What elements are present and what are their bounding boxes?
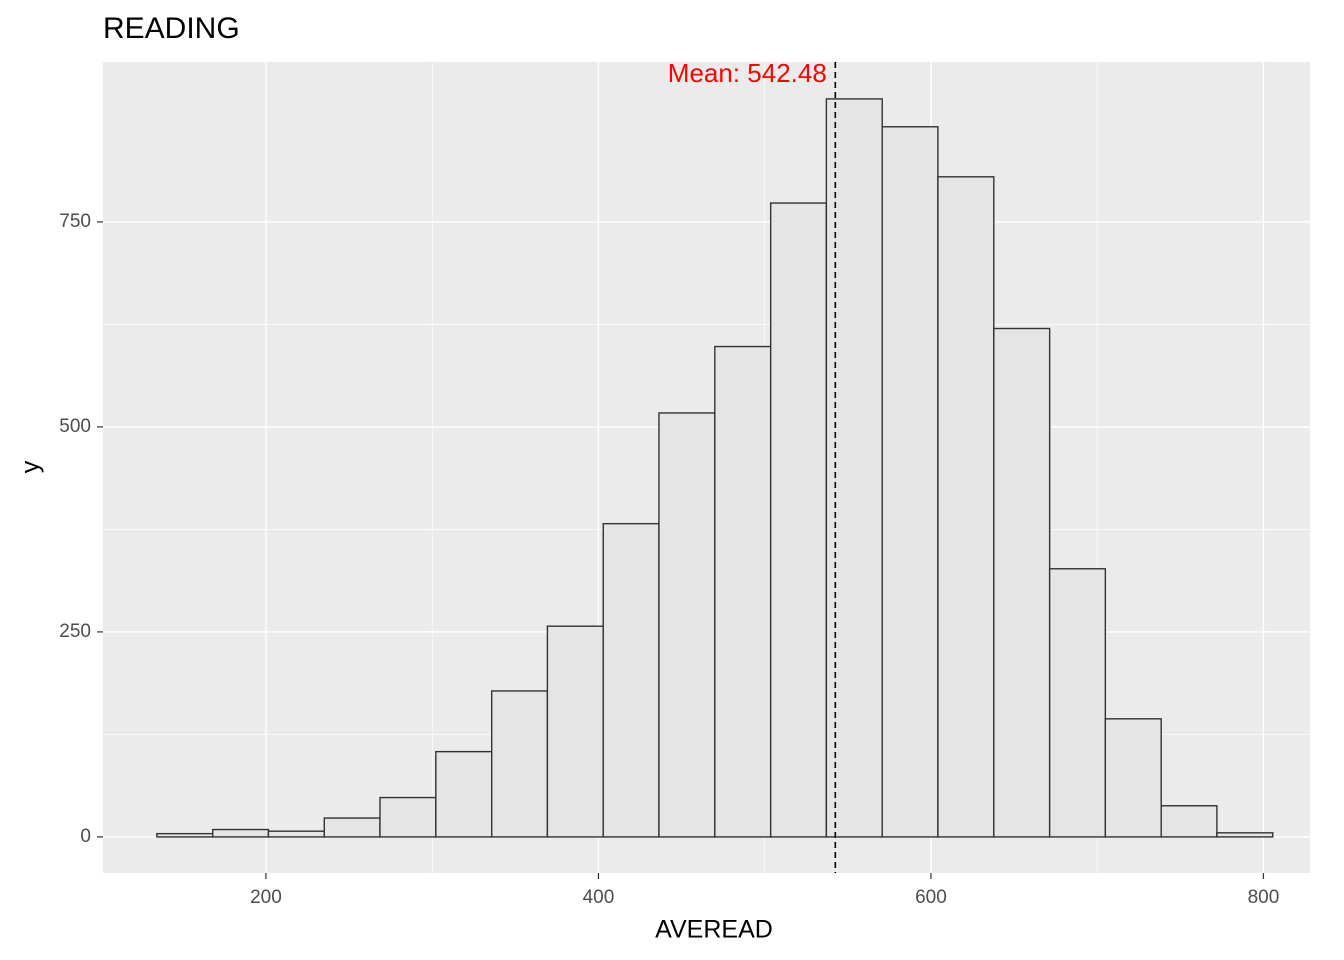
bar [1216, 832, 1274, 838]
y-tick-label: 750 [59, 211, 91, 232]
bar [993, 327, 1051, 838]
bar [267, 830, 325, 838]
bar [323, 817, 381, 838]
bar [156, 832, 214, 838]
y-tick-label: 0 [80, 826, 91, 847]
mean-annotation: Mean: 542.48 [668, 58, 827, 88]
bar [491, 690, 549, 838]
bar [1048, 568, 1107, 838]
x-tick-label: 800 [1248, 887, 1280, 908]
bar [937, 176, 995, 838]
x-tick-label: 200 [250, 887, 282, 908]
bar [379, 796, 437, 838]
bar [212, 828, 270, 838]
bar [602, 522, 660, 838]
bar [435, 750, 493, 838]
bar [714, 345, 772, 838]
y-tick-label: 500 [59, 416, 91, 437]
bar [1104, 718, 1162, 838]
bar [881, 126, 939, 838]
y-tick-label: 250 [59, 621, 91, 642]
x-tick-label: 600 [915, 887, 947, 908]
x-tick-label: 400 [583, 887, 615, 908]
bar [546, 625, 604, 838]
y-axis-title: y [17, 460, 45, 473]
bar [1160, 805, 1218, 838]
bar [658, 412, 716, 838]
bar [769, 202, 828, 838]
x-axis-title: AVEREAD [655, 916, 773, 944]
chart-title: READING [103, 12, 240, 45]
